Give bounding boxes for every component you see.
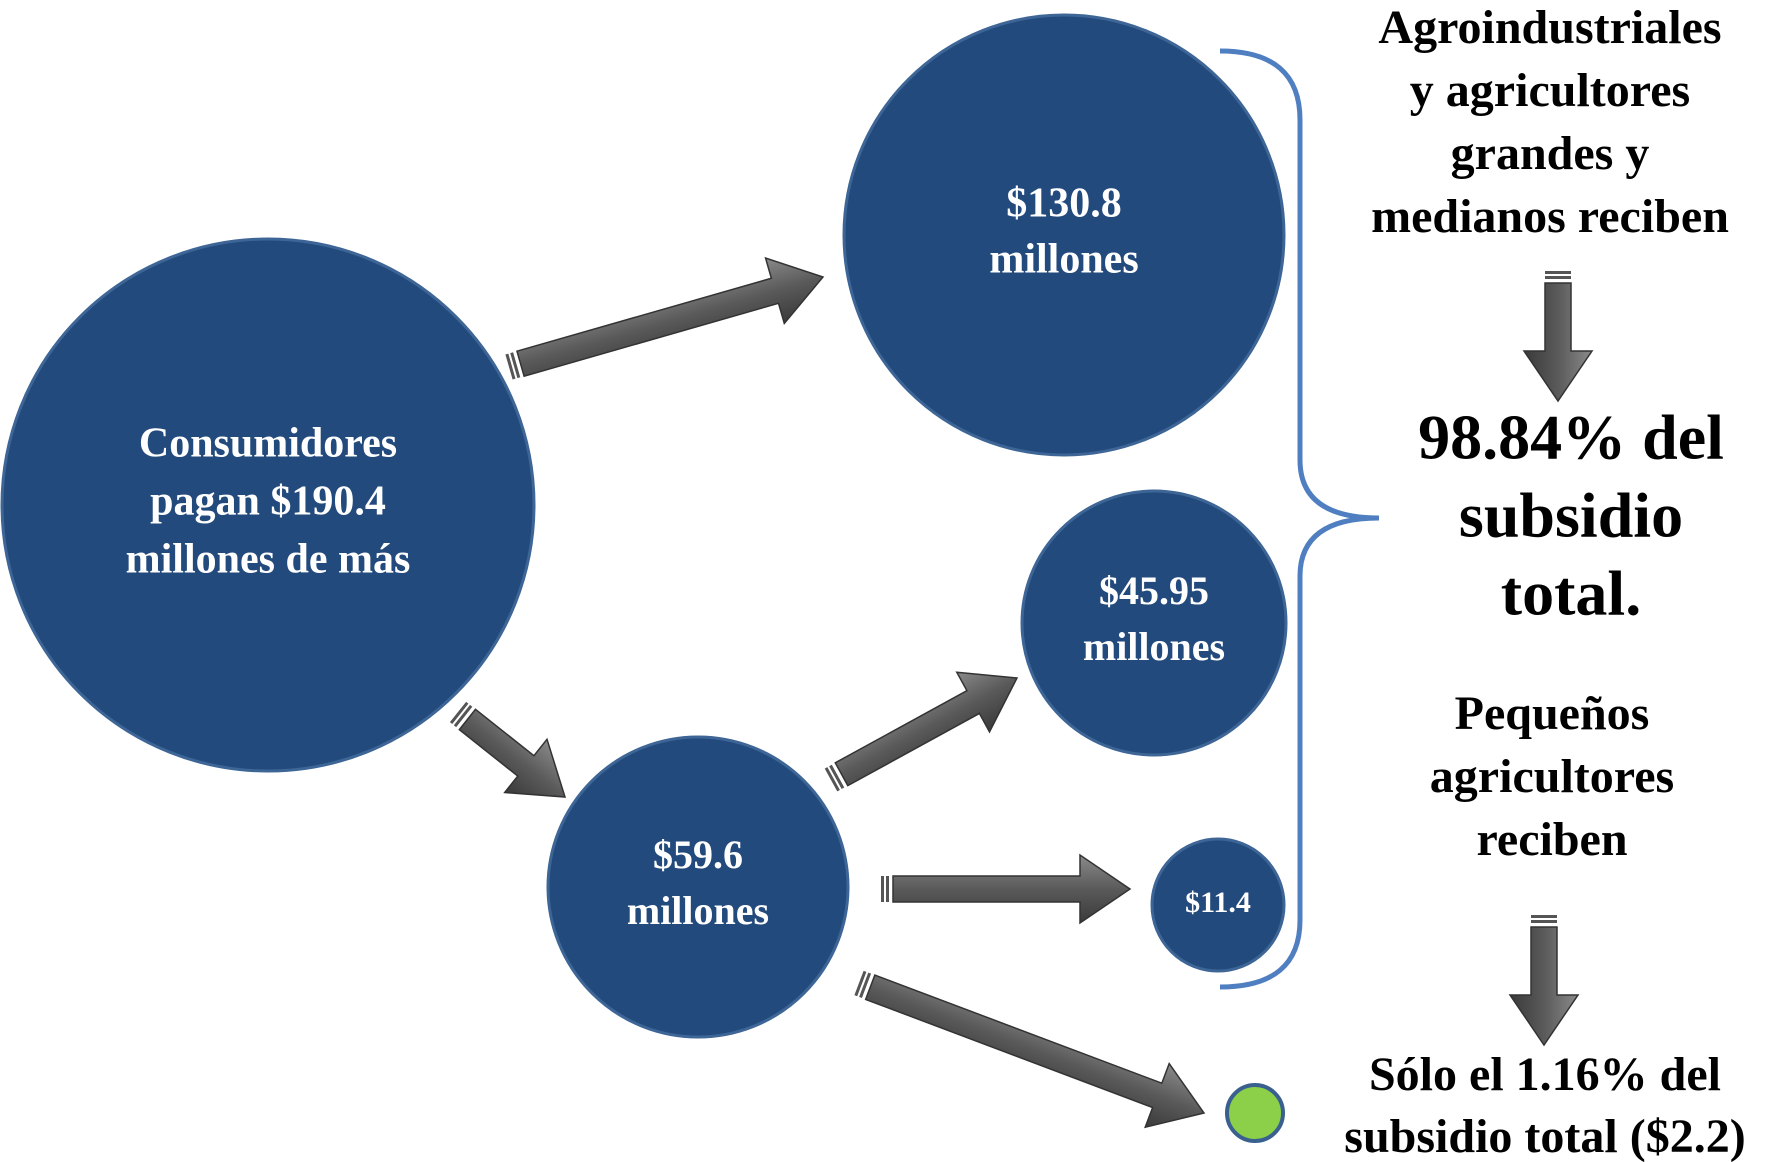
- node-label: Consumidores: [139, 421, 397, 467]
- arrow: [1522, 271, 1594, 403]
- node-circle: [1020, 489, 1288, 757]
- arrow-body: [1522, 282, 1594, 403]
- node-label: $130.8: [1006, 181, 1122, 227]
- brace: [1219, 48, 1380, 990]
- arrow-body: [834, 671, 1019, 787]
- note-text: agricultores: [1430, 750, 1674, 803]
- node-label: $11.4: [1185, 886, 1251, 919]
- note-text: 98.84% del: [1418, 402, 1724, 473]
- nodes: [0, 13, 1288, 1039]
- arrow-stripe: [886, 876, 889, 902]
- arrow-stripe: [1531, 920, 1557, 923]
- node-label: $45.95: [1099, 568, 1209, 613]
- arrow-body: [516, 256, 825, 378]
- arrow-stripe: [505, 353, 516, 380]
- small-node: [1225, 1083, 1285, 1143]
- arrow-body: [1508, 926, 1580, 1047]
- note-text: Sólo el 1.16% del: [1369, 1048, 1721, 1101]
- note-text: grandes y: [1451, 127, 1650, 180]
- arrow: [1508, 915, 1580, 1047]
- arrow: [449, 701, 567, 798]
- arrow-stripe: [449, 701, 469, 725]
- node-label: millones: [627, 888, 769, 933]
- note-text: subsidio total ($2.2): [1344, 1110, 1745, 1162]
- arrow-stripe: [859, 972, 872, 998]
- arrow-stripe: [453, 704, 473, 728]
- arrow: [505, 256, 825, 380]
- arrow: [881, 853, 1132, 925]
- note-text: medianos reciben: [1371, 190, 1729, 243]
- arrows: [449, 256, 1594, 1129]
- node-circle: [842, 13, 1286, 457]
- arrow-stripe: [1531, 915, 1557, 918]
- arrow-stripe: [1545, 271, 1571, 274]
- note-text: reciben: [1476, 813, 1627, 866]
- arrow-stripe: [881, 876, 884, 902]
- arrow: [824, 671, 1019, 792]
- note-text: subsidio: [1459, 480, 1683, 551]
- arrow-stripe: [854, 970, 867, 997]
- node-label: $59.6: [653, 832, 743, 877]
- note-text: Agroindustriales: [1378, 1, 1721, 54]
- arrow: [854, 970, 1206, 1129]
- arrow-stripe: [829, 764, 845, 789]
- arrow-body: [864, 974, 1206, 1129]
- node-circle: [1150, 837, 1286, 973]
- arrow-stripe: [1545, 276, 1571, 279]
- arrow-body: [892, 853, 1132, 925]
- labels: Consumidores pagan $190.4 millones de más $…: [126, 1, 1746, 1162]
- arrow-body: [458, 708, 567, 798]
- note-text: y agricultores: [1410, 64, 1690, 117]
- note-text: Pequeños: [1455, 687, 1650, 740]
- node-label: millones de más: [126, 537, 411, 583]
- note-text: total.: [1501, 558, 1641, 629]
- arrow-stripe: [824, 767, 840, 792]
- arrow-stripe: [510, 352, 521, 379]
- node-label: millones: [1083, 624, 1225, 669]
- node-circle: [546, 735, 850, 1039]
- node-label: millones: [989, 237, 1138, 283]
- node-circle: [0, 237, 536, 773]
- node-label: pagan $190.4: [150, 479, 386, 525]
